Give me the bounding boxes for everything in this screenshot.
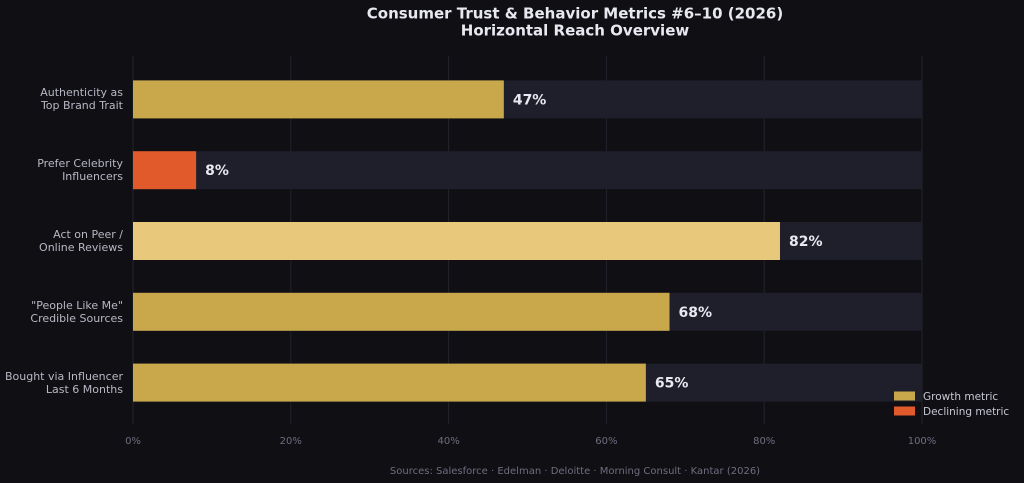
legend-label: Growth metric (923, 391, 998, 403)
bar (133, 363, 646, 402)
value-label: 68% (679, 305, 713, 321)
y-tick-label: Prefer Celebrity Influencers (37, 157, 123, 184)
source-note: Sources: Salesforce · Edelman · Deloitte… (390, 466, 760, 477)
value-label: 65% (655, 376, 689, 392)
legend-swatch (894, 391, 915, 401)
bar (133, 80, 504, 119)
bar-track (133, 151, 922, 190)
bar (133, 151, 197, 190)
bar (133, 292, 670, 331)
value-label: 47% (513, 92, 547, 108)
legend-label: Declining metric (923, 406, 1009, 418)
x-tick-label: 20% (280, 436, 302, 447)
y-tick-label: Act on Peer / Online Reviews (39, 228, 123, 254)
chart-title: Consumer Trust & Behavior Metrics #6–10 … (367, 5, 783, 23)
legend-swatch (894, 406, 915, 416)
bar (133, 222, 780, 260)
value-label: 8% (205, 163, 229, 179)
y-tick-label: Authenticity as Top Brand Trait (40, 86, 123, 113)
value-label: 82% (789, 234, 823, 250)
x-tick-label: 0% (125, 436, 141, 447)
x-tick-label: 40% (437, 436, 459, 447)
x-tick-label: 60% (595, 436, 617, 447)
x-tick-label: 100% (908, 436, 937, 447)
y-tick-label: "People Like Me" Credible Sources (30, 298, 123, 325)
y-tick-label: Bought via Influencer Last 6 Months (4, 369, 123, 396)
x-tick-label: 80% (753, 436, 775, 447)
chart-subtitle: Horizontal Reach Overview (461, 22, 690, 40)
